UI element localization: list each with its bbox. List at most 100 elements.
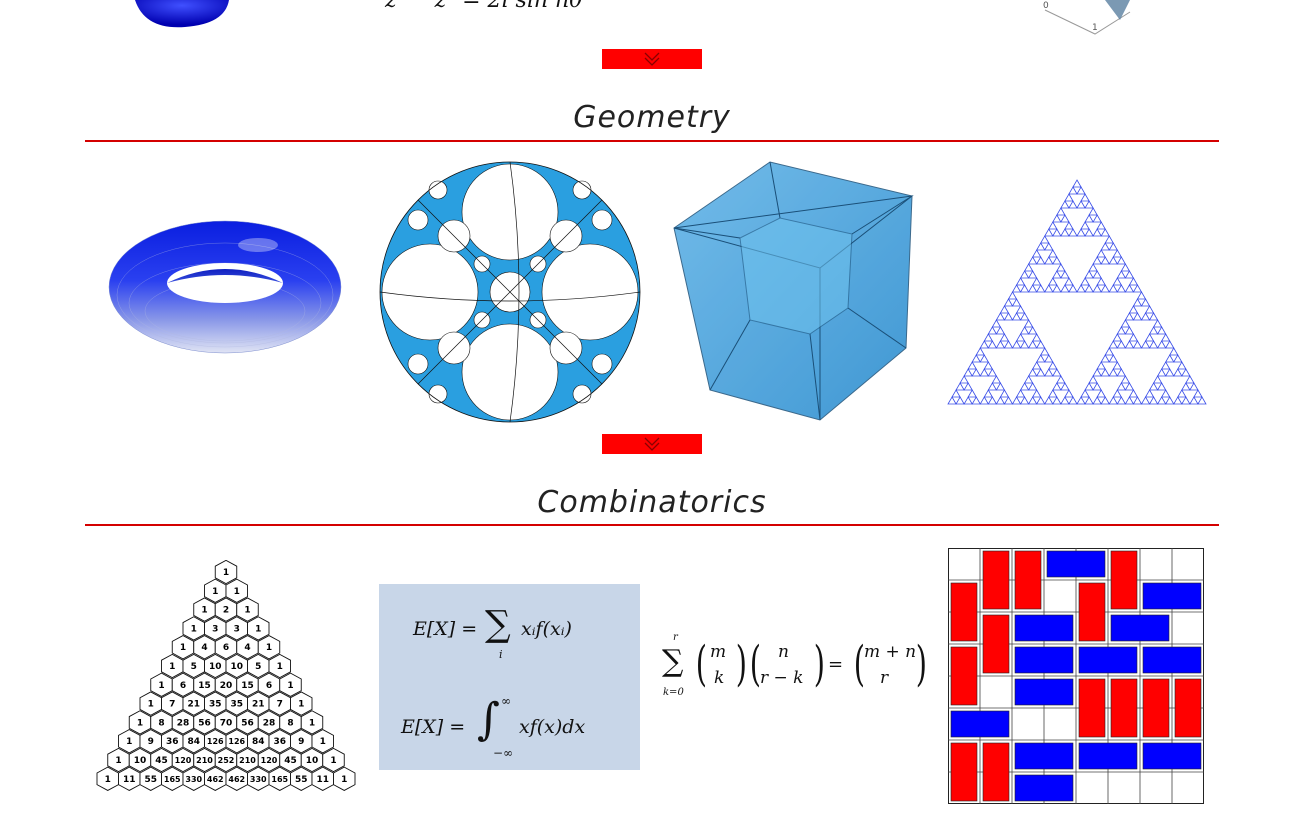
sierpinski-cell bbox=[1048, 361, 1058, 370]
sierpinski-cell bbox=[1068, 200, 1078, 209]
pascal-value: 3 bbox=[212, 624, 218, 634]
sierpinski-cell bbox=[1132, 396, 1143, 405]
sierpinski-cell bbox=[1052, 228, 1062, 237]
sierpinski-cell bbox=[1076, 396, 1086, 405]
sierpinski-cell bbox=[1052, 284, 1062, 293]
pascal-value: 1 bbox=[320, 737, 326, 747]
pascal-value: 1 bbox=[115, 756, 121, 766]
sierpinski-cell bbox=[1144, 389, 1155, 398]
vertical-domino bbox=[1014, 550, 1042, 610]
sierpinski-cell bbox=[1189, 382, 1199, 391]
sierpinski-cell bbox=[983, 389, 994, 398]
sierpinski-cell bbox=[1100, 284, 1110, 293]
left-paren: ( bbox=[853, 636, 865, 692]
sierpinski-cell bbox=[1132, 340, 1143, 349]
sierpinski-cell bbox=[1116, 340, 1127, 349]
formula-fragment: z zⁿ = 2i sin nθ bbox=[385, 0, 582, 13]
sierpinski-cell bbox=[1193, 389, 1203, 398]
sierpinski-cell bbox=[1148, 326, 1159, 335]
sierpinski-cell bbox=[1011, 284, 1022, 293]
pascal-value: 1 bbox=[180, 643, 186, 653]
sierpinski-cell bbox=[1003, 340, 1014, 349]
left-paren: ( bbox=[695, 636, 707, 692]
expand-button[interactable] bbox=[602, 49, 702, 69]
expectation-lhs: E[X] = bbox=[401, 716, 466, 738]
sierpinski-cell bbox=[1056, 207, 1066, 216]
pascal-value: 21 bbox=[252, 700, 265, 710]
sierpinski-cell bbox=[1035, 284, 1046, 293]
sierpinski-cell bbox=[979, 354, 990, 363]
pascal-value: 7 bbox=[277, 700, 283, 710]
sierpinski-cell bbox=[1128, 277, 1139, 286]
sierpinski-cell bbox=[1031, 249, 1042, 258]
sierpinski-cell bbox=[1076, 284, 1086, 293]
binom-2-bottom: r − k bbox=[760, 668, 804, 688]
sierpinski-cell bbox=[1044, 228, 1054, 237]
sierpinski-cell bbox=[1116, 284, 1127, 293]
sierpinski-cell bbox=[1064, 277, 1074, 286]
sierpinski-cell bbox=[987, 382, 998, 391]
sierpinski-cell bbox=[983, 333, 994, 342]
sierpinski-cell bbox=[999, 333, 1010, 342]
sierpinski-cell bbox=[1116, 382, 1127, 391]
sierpinski-cell bbox=[1124, 340, 1135, 349]
pascal-value: 6 bbox=[223, 643, 229, 653]
pascal-value: 1 bbox=[309, 718, 315, 728]
pascal-value: 2 bbox=[223, 606, 229, 616]
sierpinski-cell bbox=[1108, 284, 1119, 293]
vertical-domino bbox=[1110, 550, 1138, 610]
double-chevron-down-icon bbox=[644, 437, 660, 451]
horizontal-domino bbox=[1014, 646, 1074, 674]
sierpinski-cell bbox=[971, 396, 981, 405]
integral-lower-limit: −∞ bbox=[493, 746, 514, 760]
sierpinski-cell bbox=[1108, 256, 1119, 265]
sierpinski-cell bbox=[1080, 193, 1090, 202]
sierpinski-cell bbox=[1092, 396, 1102, 405]
pascal-value: 1 bbox=[126, 737, 132, 747]
pascal-value: 5 bbox=[255, 662, 261, 672]
plot-tick-0: 0 bbox=[1043, 1, 1049, 11]
sierpinski-cell bbox=[1160, 333, 1171, 342]
pascal-value: 165 bbox=[271, 775, 288, 784]
pascal-value: 10 bbox=[134, 756, 147, 766]
sierpinski-cell bbox=[1048, 277, 1058, 286]
sierpinski-cell bbox=[1052, 214, 1062, 223]
pascal-value: 35 bbox=[230, 700, 243, 710]
sierpinski-cell bbox=[1120, 375, 1131, 384]
pascal-value: 9 bbox=[148, 737, 154, 747]
sierpinski-cell bbox=[1092, 270, 1102, 279]
sierpinski-cell bbox=[1023, 263, 1034, 272]
right-paren: ) bbox=[813, 636, 825, 692]
sierpinski-cell bbox=[999, 389, 1010, 398]
pascal-value: 6 bbox=[266, 681, 272, 691]
pascal-value: 1 bbox=[148, 700, 154, 710]
section-divider bbox=[85, 524, 1219, 526]
expectation-integral-formula: E[X] = ∫ ∞ −∞ xf(x)dx bbox=[401, 688, 631, 768]
sierpinski-cell bbox=[971, 368, 981, 377]
pascal-value: 1 bbox=[105, 775, 111, 785]
expand-button[interactable] bbox=[602, 434, 702, 454]
pascal-cell bbox=[279, 672, 302, 697]
sierpinski-cell bbox=[999, 305, 1010, 314]
sierpinski-cell bbox=[1116, 368, 1127, 377]
pascal-value: 1 bbox=[255, 624, 261, 634]
sierpinski-cell bbox=[1112, 361, 1123, 370]
pascal-value: 5 bbox=[191, 662, 197, 672]
sierpinski-cell bbox=[1019, 326, 1030, 335]
sierpinski-cell bbox=[1104, 235, 1114, 244]
sierpinski-cell bbox=[1040, 347, 1050, 356]
pascal-value: 9 bbox=[298, 737, 304, 747]
vertical-domino bbox=[1110, 678, 1138, 738]
pascal-value: 45 bbox=[155, 756, 168, 766]
sierpinski-cell bbox=[1128, 305, 1139, 314]
binom-2-top: n bbox=[778, 642, 789, 662]
sierpinski-cell bbox=[1148, 396, 1159, 405]
pascal-value: 4 bbox=[244, 643, 250, 653]
sierpinski-cell bbox=[1096, 249, 1106, 258]
sierpinski-cell bbox=[1108, 340, 1119, 349]
sierpinski-cell bbox=[1108, 354, 1119, 363]
sierpinski-cell bbox=[1197, 396, 1207, 405]
sierpinski-cell bbox=[1100, 396, 1110, 405]
vertical-domino bbox=[950, 582, 978, 642]
sierpinski-cell bbox=[1064, 193, 1074, 202]
